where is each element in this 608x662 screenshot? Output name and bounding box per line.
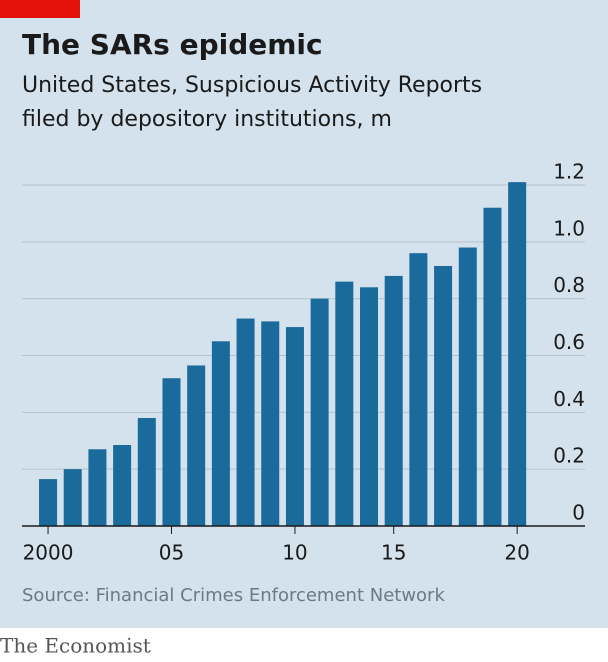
bar: [335, 281, 354, 526]
y-tick-label: 1.0: [553, 216, 585, 240]
bar: [236, 318, 255, 526]
bar: [310, 298, 329, 526]
bar: [137, 418, 156, 526]
y-tick-label: 0: [572, 501, 585, 525]
bar: [458, 247, 477, 526]
bar: [187, 365, 206, 526]
bar: [63, 469, 82, 526]
y-tick-label: 0.4: [553, 387, 585, 411]
brand-tag: [0, 0, 80, 18]
bar: [113, 445, 132, 526]
bar: [508, 182, 527, 527]
x-tick-label: 2000: [23, 541, 74, 565]
bar: [211, 341, 230, 526]
brand: The Economist: [0, 634, 151, 658]
y-tick-label: 0.2: [553, 444, 585, 468]
y-tick-label: 1.2: [553, 160, 585, 184]
footer-band: [0, 628, 608, 662]
bar: [360, 287, 379, 526]
bar: [162, 378, 181, 526]
bar: [384, 275, 403, 526]
x-tick-label: 15: [381, 541, 406, 565]
bar: [409, 253, 428, 526]
bar: [261, 321, 280, 526]
x-tick-label: 05: [159, 541, 184, 565]
bar: [88, 449, 107, 526]
y-tick-label: 0.8: [553, 273, 585, 297]
x-tick-label: 10: [282, 541, 307, 565]
x-tick-label: 20: [504, 541, 529, 565]
subtitle: filed by depository institutions, m: [22, 107, 392, 132]
subtitle: United States, Suspicious Activity Repor…: [22, 73, 482, 98]
y-tick-label: 0.6: [553, 330, 585, 354]
bar: [434, 265, 453, 526]
chart-title: The SARs epidemic: [22, 28, 323, 61]
bar: [39, 479, 58, 526]
source: Source: Financial Crimes Enforcement Net…: [22, 585, 445, 606]
bar: [285, 327, 304, 526]
bar: [483, 207, 502, 526]
